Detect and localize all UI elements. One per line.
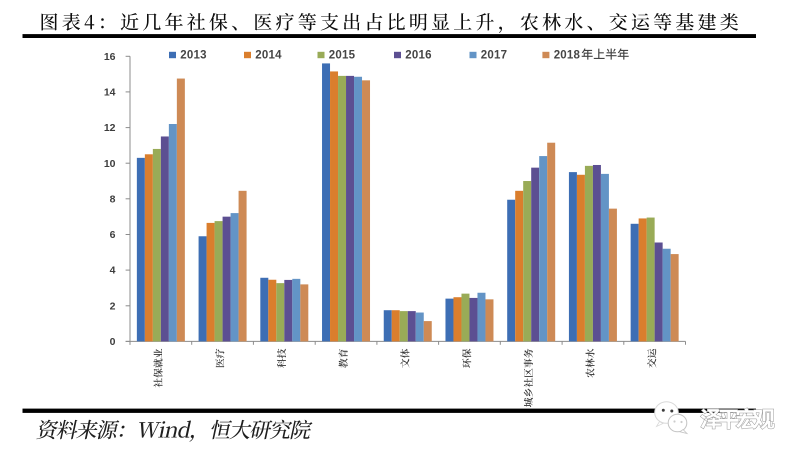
svg-text:2017: 2017	[481, 50, 507, 62]
svg-text:0: 0	[110, 336, 116, 348]
svg-text:10: 10	[104, 158, 116, 170]
svg-text:16: 16	[104, 51, 116, 63]
svg-text:8: 8	[110, 193, 116, 205]
svg-text:14: 14	[104, 87, 116, 99]
svg-text:2015: 2015	[329, 50, 356, 62]
svg-text:4: 4	[110, 265, 116, 277]
svg-text:2018: 2018	[554, 50, 581, 62]
svg-text:2016: 2016	[405, 50, 431, 62]
svg-text:2014: 2014	[255, 50, 282, 62]
svg-text:6: 6	[110, 229, 116, 241]
svg-text:2: 2	[110, 300, 116, 312]
svg-text:12: 12	[104, 122, 116, 134]
svg-text:2013: 2013	[180, 50, 206, 62]
